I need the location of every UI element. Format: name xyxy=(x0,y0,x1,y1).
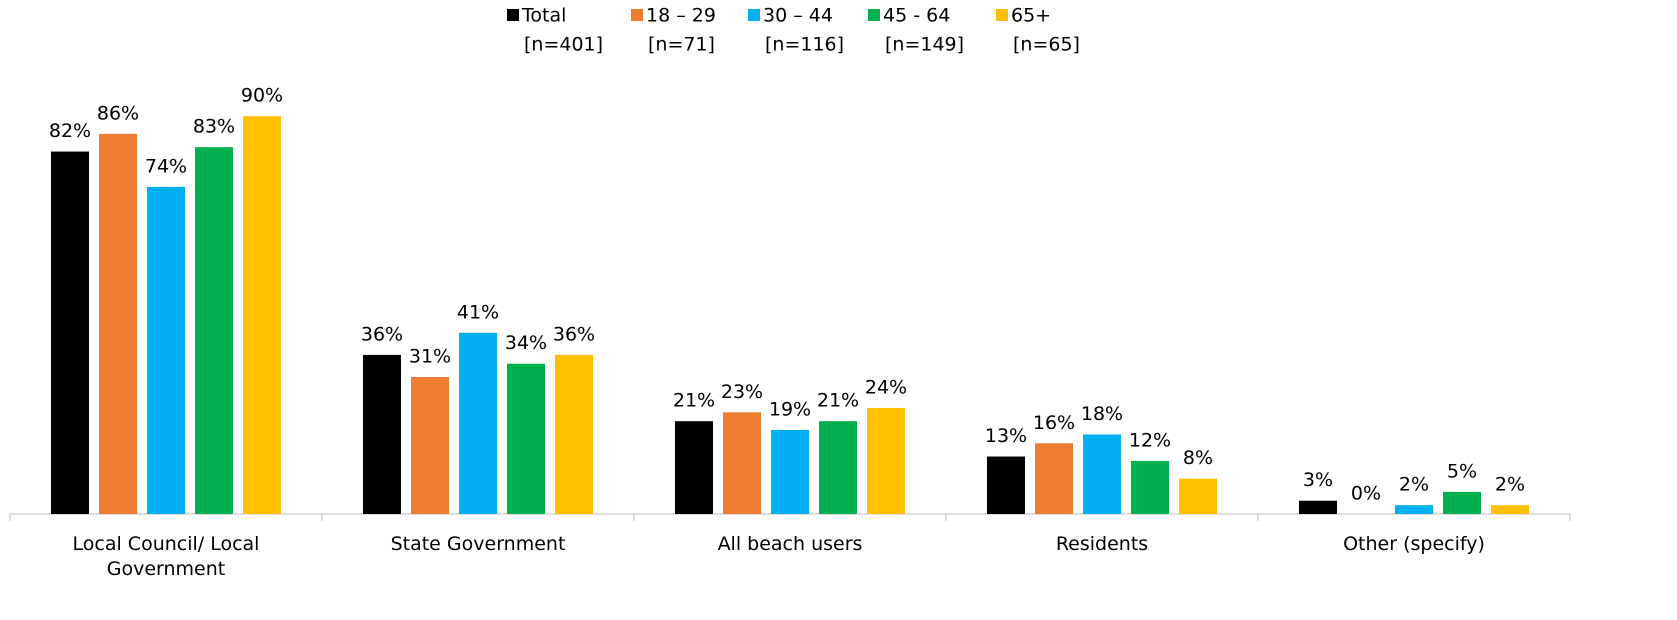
data-label: 0% xyxy=(1351,483,1381,505)
legend-swatch xyxy=(996,9,1008,21)
bar xyxy=(51,151,89,514)
legend-sample-size: [n=401] xyxy=(524,34,603,56)
legend-sample-size: [n=116] xyxy=(765,34,844,56)
data-label: 21% xyxy=(817,390,859,412)
data-label: 12% xyxy=(1129,429,1171,451)
data-label: 41% xyxy=(457,301,499,323)
bar xyxy=(1443,491,1481,514)
x-tick-label: Local Council/ Local Government xyxy=(72,533,260,580)
data-label: 3% xyxy=(1303,469,1333,491)
data-label: 36% xyxy=(553,323,595,345)
legend-swatch xyxy=(748,9,760,21)
x-tick-label: Other (specify) xyxy=(1343,533,1485,555)
bar xyxy=(99,133,137,514)
data-label: 5% xyxy=(1447,460,1477,482)
data-label: 2% xyxy=(1399,474,1429,496)
bar xyxy=(1491,505,1529,514)
bar xyxy=(411,376,449,514)
bar xyxy=(363,354,401,514)
bar xyxy=(819,421,857,514)
bar xyxy=(771,430,809,514)
legend-label: 65+ xyxy=(1011,5,1051,27)
x-tick-label: All beach users xyxy=(717,533,863,555)
data-label: 16% xyxy=(1033,412,1075,434)
data-label: 36% xyxy=(361,323,403,345)
bar xyxy=(195,147,233,514)
legend-swatch xyxy=(868,9,880,21)
data-label: 23% xyxy=(721,381,763,403)
data-label: 31% xyxy=(409,345,451,367)
bar xyxy=(147,186,185,515)
bar xyxy=(1131,460,1169,514)
bar xyxy=(675,421,713,514)
data-label: 13% xyxy=(985,425,1027,447)
bar xyxy=(1083,434,1121,514)
data-label: 19% xyxy=(769,399,811,421)
data-label: 18% xyxy=(1081,403,1123,425)
bar xyxy=(507,363,545,514)
bar xyxy=(1395,505,1433,514)
bar xyxy=(555,354,593,514)
legend-label: 18 – 29 xyxy=(646,5,716,27)
bar xyxy=(459,332,497,514)
bar xyxy=(1035,443,1073,514)
legend-sample-size: [n=71] xyxy=(648,34,715,56)
x-tick-label: Residents xyxy=(1055,533,1149,555)
bar xyxy=(867,407,905,514)
data-label: 21% xyxy=(673,390,715,412)
legend-label: Total xyxy=(521,5,566,27)
bar xyxy=(723,412,761,514)
x-tick-label: State Government xyxy=(390,533,566,555)
bar xyxy=(1179,478,1217,514)
data-label: 82% xyxy=(49,120,91,142)
data-label: 74% xyxy=(145,155,187,177)
bar xyxy=(987,456,1025,514)
legend-swatch xyxy=(507,9,519,21)
data-label: 34% xyxy=(505,332,547,354)
data-label: 90% xyxy=(241,85,283,107)
legend-sample-size: [n=65] xyxy=(1013,34,1080,56)
legend-sample-size: [n=149] xyxy=(885,34,964,56)
data-label: 2% xyxy=(1495,474,1525,496)
legend-swatch xyxy=(631,9,643,21)
bar xyxy=(243,116,281,514)
data-label: 24% xyxy=(865,376,907,398)
bar xyxy=(1299,500,1337,514)
data-label: 83% xyxy=(193,116,235,138)
legend-label: 45 - 64 xyxy=(883,5,950,27)
data-label: 86% xyxy=(97,102,139,124)
legend-label: 30 – 44 xyxy=(763,5,833,27)
data-label: 8% xyxy=(1183,447,1213,469)
